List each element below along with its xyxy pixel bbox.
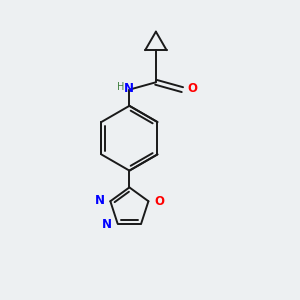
Text: N: N	[102, 218, 112, 231]
Text: N: N	[95, 194, 105, 207]
Text: O: O	[154, 195, 164, 208]
Text: N: N	[124, 82, 134, 95]
Text: O: O	[187, 82, 197, 95]
Text: H: H	[117, 82, 124, 92]
